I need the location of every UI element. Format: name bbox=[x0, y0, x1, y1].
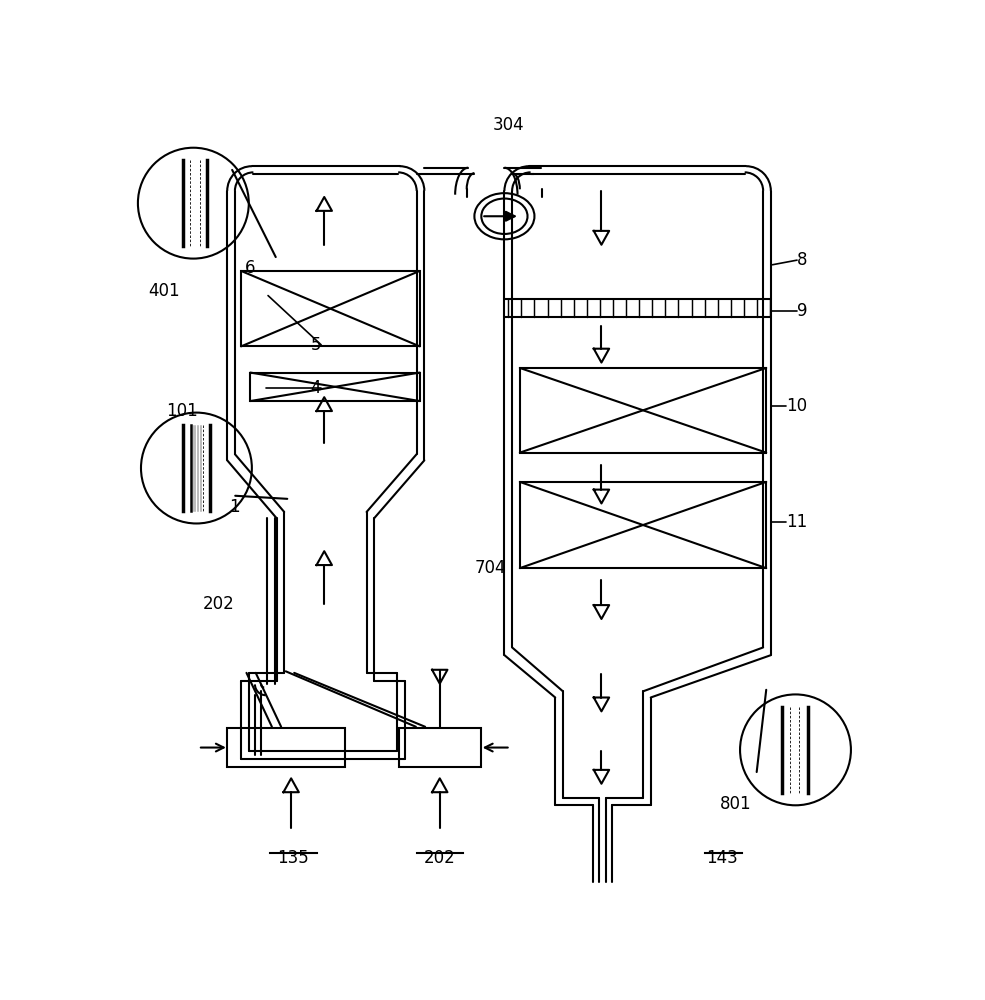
Text: 101: 101 bbox=[165, 402, 197, 420]
Text: 801: 801 bbox=[720, 795, 752, 813]
Text: 202: 202 bbox=[203, 595, 234, 613]
Bar bbox=[520, 368, 766, 453]
Text: 8: 8 bbox=[797, 251, 808, 269]
Text: 202: 202 bbox=[424, 849, 456, 867]
Text: 9: 9 bbox=[797, 302, 808, 320]
Text: 401: 401 bbox=[149, 282, 180, 300]
Text: 1: 1 bbox=[230, 498, 240, 516]
Text: 135: 135 bbox=[278, 849, 309, 867]
Text: 10: 10 bbox=[786, 397, 808, 415]
Text: 11: 11 bbox=[786, 513, 808, 531]
Text: 5: 5 bbox=[310, 336, 321, 354]
Text: 143: 143 bbox=[706, 849, 738, 867]
Text: 6: 6 bbox=[245, 259, 255, 277]
Bar bbox=[250, 373, 420, 401]
Bar bbox=[520, 482, 766, 568]
Text: 704: 704 bbox=[475, 559, 506, 577]
Bar bbox=[241, 271, 420, 346]
Text: 304: 304 bbox=[492, 116, 524, 134]
Bar bbox=[228, 728, 345, 767]
Text: 4: 4 bbox=[310, 379, 321, 397]
Bar bbox=[399, 728, 482, 767]
